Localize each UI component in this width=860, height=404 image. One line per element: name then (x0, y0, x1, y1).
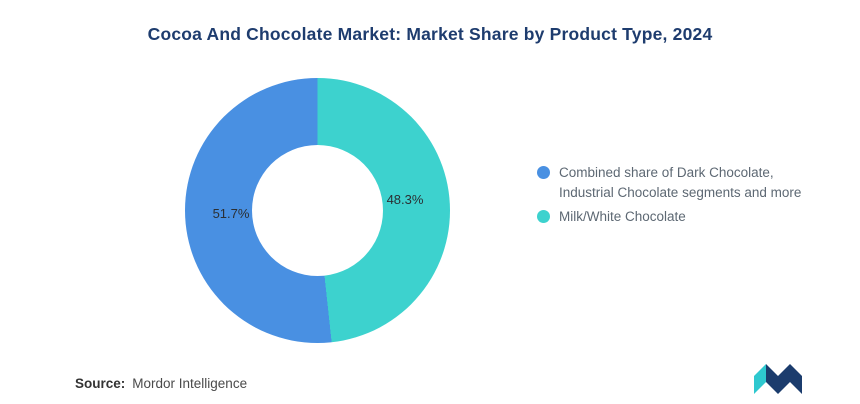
slice-value-milk-white-chocolate: 48.3% (386, 192, 424, 207)
legend: Combined share of Dark Chocolate, Indust… (537, 163, 809, 227)
source-label: Source: (75, 376, 126, 391)
chart-title: Cocoa And Chocolate Market: Market Share… (147, 24, 713, 44)
legend-item-milk-white-chocolate: Milk/White Chocolate (537, 207, 809, 227)
slice-value-dark-chocolate: 51.7% (212, 206, 250, 221)
mordor-intelligence-logo (754, 364, 802, 394)
source-value: Mordor Intelligence (132, 376, 248, 391)
legend-label-dark-chocolate: Combined share of Dark Chocolate, Indust… (559, 165, 802, 200)
legend-swatch-teal (537, 210, 550, 224)
legend-swatch-blue (537, 166, 550, 179)
legend-label-milk-white-chocolate: Milk/White Chocolate (559, 209, 686, 225)
donut-chart: 51.7% 48.3% (185, 78, 450, 343)
legend-item-dark-chocolate: Combined share of Dark Chocolate, Indust… (537, 163, 809, 202)
source-line: Source: Mordor Intelligence (75, 376, 247, 391)
donut-hole (252, 145, 383, 276)
mordor-logo-mark (754, 364, 802, 394)
